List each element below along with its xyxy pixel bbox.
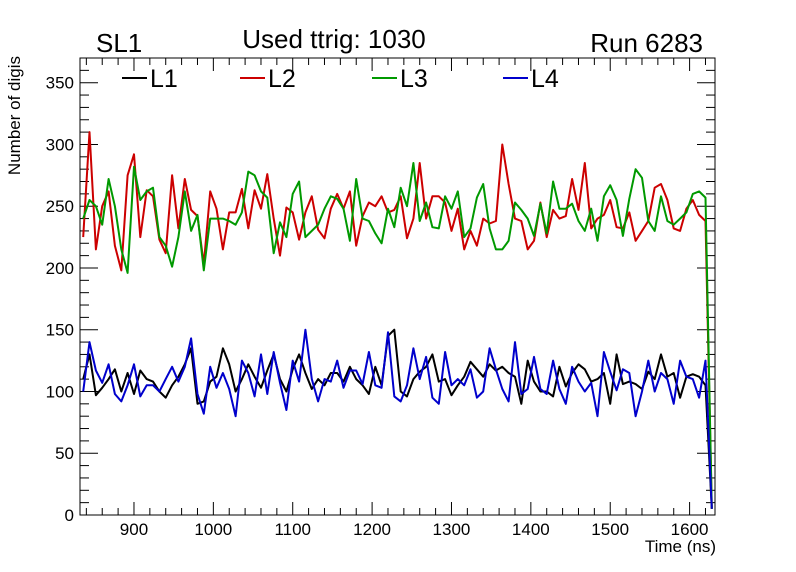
y-tick-label: 300 (46, 135, 74, 154)
sl-label: SL1 (96, 28, 142, 58)
y-tick-label: 150 (46, 321, 74, 340)
series-line-l1 (82, 328, 713, 509)
x-tick-label: 1100 (274, 520, 311, 539)
y-tick-labels: 0 50 100 150 200 250 300 350 (46, 74, 74, 525)
x-tick-label: 1600 (671, 520, 709, 539)
x-tick-label: 1200 (353, 520, 391, 539)
x-tick-label: 1000 (194, 520, 232, 539)
series-line-l3 (82, 162, 713, 509)
legend: L1 L2 L3 L4 (122, 65, 559, 93)
y-tick-label: 200 (46, 259, 74, 278)
x-axis-label: Time (ns) (645, 537, 716, 556)
y-tick-label: 100 (46, 382, 74, 401)
legend-label-l4: L4 (531, 65, 559, 93)
axis-ticks (80, 57, 715, 516)
series-lines (82, 131, 713, 509)
legend-label-l1: L1 (150, 65, 178, 93)
y-tick-label: 250 (46, 197, 74, 216)
legend-label-l2: L2 (268, 65, 296, 93)
chart-title: Used ttrig: 1030 (242, 24, 426, 54)
legend-label-l3: L3 (400, 65, 428, 93)
y-axis-label: Number of digis (5, 56, 24, 175)
run-label: Run 6283 (590, 28, 703, 58)
series-line-l2 (82, 131, 713, 509)
y-tick-label: 350 (46, 74, 74, 93)
plot-frame (79, 57, 716, 516)
series-line-l4 (82, 328, 713, 509)
x-tick-label: 1400 (512, 520, 550, 539)
y-tick-label: 0 (65, 506, 74, 525)
x-tick-label: 1500 (591, 520, 629, 539)
x-tick-labels: 900 1000 1100 1200 1300 1400 1500 1600 (120, 520, 709, 539)
y-tick-label: 50 (55, 444, 74, 463)
x-tick-label: 1300 (433, 520, 471, 539)
x-tick-label: 900 (120, 520, 148, 539)
